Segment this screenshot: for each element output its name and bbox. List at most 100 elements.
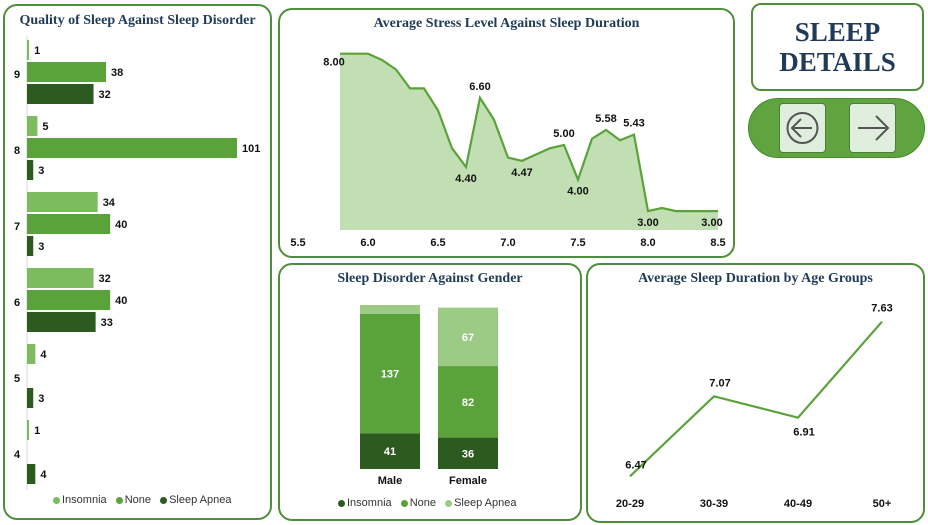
navigation-bar — [748, 98, 925, 158]
quality-data-label: 1 — [34, 425, 40, 437]
stress-x-tick: 8.5 — [710, 237, 725, 249]
stress-data-label: 8.00 — [323, 57, 344, 69]
stress-duration-chart: 5.5 6.0 6.5 7.0 7.5 8.0 8.5 8.00 4.40 6.60 4.47 5.0… — [290, 52, 726, 249]
legend-none-swatch — [115, 496, 123, 504]
quality-bar-apnea — [27, 464, 36, 484]
legend-g-insomnia-swatch — [338, 499, 345, 507]
quality-sleep-title: Quality of Sleep Against Sleep Disorder — [19, 13, 256, 28]
sleep-details-header: SLEEP DETAILS — [751, 3, 924, 91]
quality-data-label: 40 — [115, 219, 127, 231]
disorder-gender-panel: Sleep Disorder Against Gender 41 137 Male 3… — [278, 263, 582, 521]
arrow-left-circle-icon — [786, 112, 819, 144]
legend-insomnia: Insomnia — [62, 494, 107, 506]
stress-x-tick: 8.0 — [640, 237, 655, 249]
legend-g-apnea: Sleep Apnea — [454, 497, 517, 509]
gender-data-label: 67 — [462, 332, 474, 344]
legend-g-apnea-swatch — [445, 499, 453, 507]
legend-apnea-swatch — [160, 496, 168, 504]
age-category-label: 40-49 — [784, 498, 812, 510]
age-duration-chart: 6.47 20-29 7.07 30-39 6.91 40-49 7.63 50+ — [616, 303, 893, 510]
legend-insomnia-swatch — [53, 496, 60, 504]
age-data-label: 6.91 — [793, 427, 814, 439]
stress-data-label: 3.00 — [701, 217, 722, 229]
gender-data-label: 137 — [381, 368, 399, 380]
quality-category-label: 9 — [14, 69, 20, 81]
stress-data-label: 3.00 — [637, 217, 658, 229]
gender-data-label: 82 — [462, 397, 474, 409]
quality-category-label: 4 — [14, 449, 21, 461]
quality-data-label: 3 — [38, 393, 44, 405]
stress-x-tick: 7.5 — [570, 237, 585, 249]
legend-apnea: Sleep Apnea — [169, 494, 232, 506]
quality-data-label: 4 — [40, 349, 47, 361]
quality-bar-none — [27, 214, 111, 234]
gender-bar-apnea — [438, 437, 498, 469]
gender-bar-apnea — [360, 433, 420, 469]
gender-bar-insomnia — [360, 305, 420, 314]
disorder-gender-title: Sleep Disorder Against Gender — [337, 271, 523, 286]
quality-data-label: 38 — [111, 67, 123, 79]
quality-bar-apnea — [27, 84, 94, 104]
gender-bar-none — [438, 366, 498, 438]
stress-data-label: 4.00 — [567, 186, 588, 198]
quality-bar-insomnia — [27, 192, 98, 212]
stress-x-tick: 6.0 — [360, 237, 375, 249]
quality-data-label: 34 — [103, 197, 116, 209]
stress-duration-title: Average Stress Level Against Sleep Durat… — [373, 16, 640, 31]
age-category-label: 50+ — [873, 498, 892, 510]
gender-category-label: Male — [378, 475, 402, 487]
gender-data-label: 36 — [462, 448, 474, 460]
legend-g-insomnia: Insomnia — [347, 497, 392, 509]
age-data-label: 6.47 — [625, 459, 646, 471]
sleep-details-line2: DETAILS — [779, 47, 896, 77]
age-line — [629, 320, 883, 478]
legend-none: None — [124, 494, 151, 506]
quality-data-label: 33 — [101, 317, 113, 329]
stress-area-line — [340, 52, 718, 213]
stress-duration-panel: Average Stress Level Against Sleep Durat… — [278, 8, 735, 258]
gender-bar-none — [360, 313, 420, 434]
stress-x-tick: 6.5 — [430, 237, 445, 249]
stress-data-label: 5.43 — [623, 118, 644, 130]
stress-x-tick: 7.0 — [500, 237, 515, 249]
quality-bar-apnea — [27, 312, 96, 332]
quality-category-label: 8 — [14, 145, 20, 157]
age-data-label: 7.63 — [871, 303, 892, 315]
quality-bar-insomnia — [27, 344, 36, 364]
quality-bar-insomnia — [27, 116, 38, 136]
quality-category-label: 6 — [14, 297, 20, 309]
age-duration-panel: Average Sleep Duration by Age Groups 6.4… — [586, 263, 925, 523]
quality-bar-insomnia — [27, 268, 94, 288]
quality-category-label: 5 — [14, 373, 20, 385]
quality-bar-apnea — [27, 236, 34, 256]
quality-bar-insomnia — [27, 420, 30, 440]
quality-sleep-panel: Quality of Sleep Against Sleep Disorder … — [3, 4, 272, 520]
stress-area-fill — [340, 53, 718, 231]
arrow-right-icon — [858, 115, 890, 141]
quality-bar-apnea — [27, 160, 34, 180]
quality-sleep-legend: Insomnia None Sleep Apnea — [47, 494, 231, 506]
gender-data-label: 41 — [384, 446, 396, 458]
sleep-details-line1: SLEEP — [794, 17, 881, 47]
age-duration-title: Average Sleep Duration by Age Groups — [638, 271, 873, 286]
quality-bar-none — [27, 62, 107, 82]
legend-g-none: None — [409, 497, 436, 509]
quality-bar-apnea — [27, 388, 34, 408]
quality-data-label: 101 — [242, 143, 260, 155]
next-page-button[interactable] — [849, 103, 896, 153]
prev-page-button[interactable] — [779, 103, 826, 153]
stress-x-tick: 5.5 — [290, 237, 305, 249]
gender-bar-insomnia — [438, 307, 498, 367]
age-category-label: 30-39 — [700, 498, 728, 510]
stress-data-label: 5.00 — [553, 128, 574, 140]
quality-data-label: 32 — [99, 273, 111, 285]
quality-bar-none — [27, 138, 237, 158]
quality-data-label: 3 — [38, 165, 44, 177]
stress-data-label: 4.40 — [455, 173, 476, 185]
stress-data-label: 5.58 — [595, 113, 616, 125]
quality-data-label: 4 — [40, 469, 47, 481]
stress-data-label: 4.47 — [511, 167, 532, 179]
quality-data-label: 40 — [115, 295, 127, 307]
disorder-gender-chart: 41 137 Male 36 82 67 Female — [360, 305, 498, 487]
